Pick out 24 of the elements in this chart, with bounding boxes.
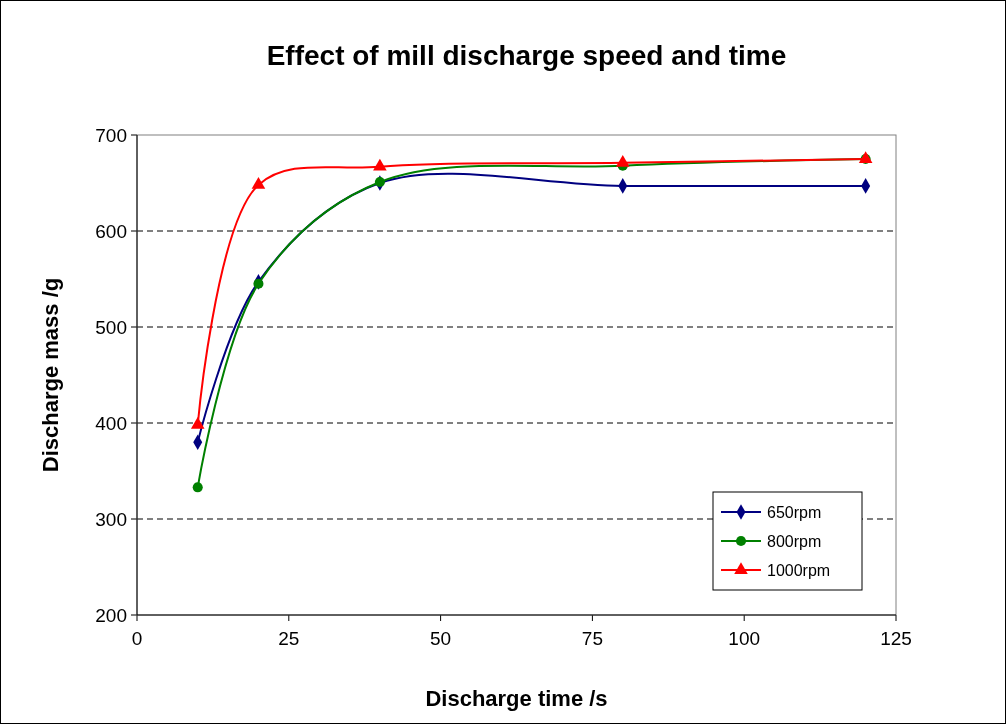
point	[190, 417, 205, 429]
y-tick-label: 400	[95, 412, 127, 434]
point	[253, 278, 264, 289]
point	[615, 154, 630, 167]
point	[251, 177, 266, 189]
y-tick-label: 700	[95, 124, 127, 146]
x-tick-label: 75	[581, 628, 603, 649]
y-tick-label: 600	[95, 220, 127, 242]
x-tick-label: 100	[728, 628, 761, 649]
x-tick-label: 125	[880, 628, 912, 649]
y-tick-label: 500	[95, 316, 127, 338]
legend-label: 800rpm	[767, 532, 822, 550]
y-axis-title: Discharge mass /g	[38, 277, 63, 473]
y-tick-label: 200	[95, 604, 127, 626]
point	[192, 482, 203, 493]
x-tick-label: 0	[131, 628, 143, 649]
y-tick-label: 300	[95, 508, 127, 530]
point	[373, 158, 387, 171]
x-axis-title: Discharge time /s	[425, 686, 608, 711]
chart-title: Effect of mill discharge speed and time	[266, 40, 787, 71]
legend-label: 650rpm	[767, 503, 822, 521]
legend-label: 1000rpm	[767, 561, 831, 579]
x-tick-label: 25	[278, 628, 300, 649]
x-tick-label: 50	[430, 628, 452, 649]
